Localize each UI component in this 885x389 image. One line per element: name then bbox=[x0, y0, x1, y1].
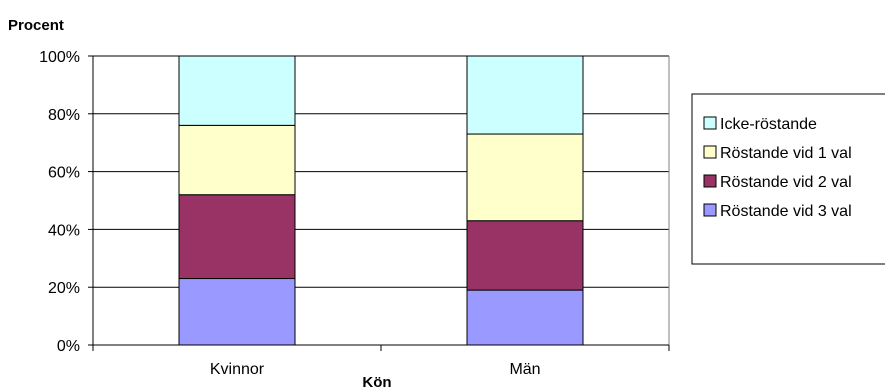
y-tick-labels: 0% 20% 40% 60% 80% 100% bbox=[39, 49, 80, 355]
x-tick-labels: Kvinnor Män bbox=[210, 361, 541, 378]
bars bbox=[178, 55, 584, 346]
bar-segment bbox=[178, 55, 296, 126]
bar-segment bbox=[178, 124, 296, 196]
bar-segment bbox=[178, 194, 296, 280]
legend-label: Röstande vid 2 val bbox=[720, 174, 852, 191]
y-tick-label: 40% bbox=[48, 222, 80, 239]
legend-label: Röstande vid 1 val bbox=[720, 145, 852, 162]
bar-segment bbox=[466, 133, 584, 222]
y-tick-label: 0% bbox=[57, 338, 80, 355]
axes bbox=[88, 55, 670, 351]
x-axis-title: Kön bbox=[362, 374, 391, 389]
legend-box bbox=[691, 93, 885, 265]
y-tick-label: 80% bbox=[48, 107, 80, 124]
y-axis-title: Procent bbox=[8, 17, 64, 34]
x-tick-label: Män bbox=[509, 361, 540, 378]
legend-swatch bbox=[703, 145, 717, 159]
bar-segment bbox=[466, 220, 584, 291]
y-tick-label: 60% bbox=[48, 165, 80, 182]
legend-swatch bbox=[703, 116, 717, 130]
y-tick-label: 20% bbox=[48, 280, 80, 297]
legend-swatch bbox=[703, 203, 717, 217]
bar-segment bbox=[178, 278, 296, 346]
legend-swatch bbox=[703, 174, 717, 188]
y-tick-label: 100% bbox=[39, 49, 80, 66]
bar-segment bbox=[466, 55, 584, 135]
legend: Icke-röstande Röstande vid 1 val Röstande … bbox=[691, 93, 885, 265]
x-tick-label: Kvinnor bbox=[210, 361, 265, 378]
legend-label: Icke-röstande bbox=[720, 116, 817, 133]
legend-label: Röstande vid 3 val bbox=[720, 203, 852, 220]
bar-segment bbox=[466, 289, 584, 346]
